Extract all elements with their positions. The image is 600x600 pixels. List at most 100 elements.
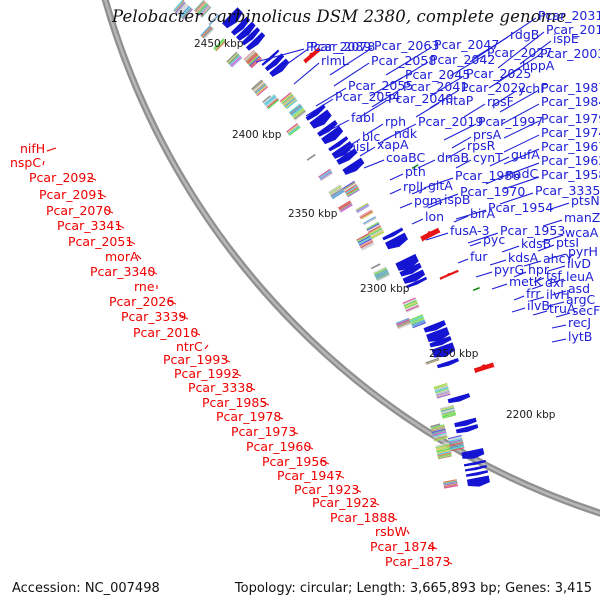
gene-label-Pcar_2010[interactable]: Pcar_2010 — [133, 325, 199, 340]
gene-label-Pcar_2003[interactable]: Pcar_2003 — [540, 46, 600, 61]
gene-label-Pcar_1954[interactable]: Pcar_1954 — [488, 200, 554, 215]
gene-label-metK[interactable]: metK — [509, 274, 542, 289]
gene-label-rpsR[interactable]: rpsR — [467, 138, 496, 153]
gene-label-Pcar_3340[interactable]: Pcar_3340 — [90, 264, 156, 279]
gene-label-Pcar_1979[interactable]: Pcar_1979 — [541, 111, 600, 126]
gene-label-Pcar_3341[interactable]: Pcar_3341 — [57, 218, 123, 233]
gene-label-kdsA[interactable]: kdsA — [508, 250, 539, 265]
gene-label-Pcar_1888[interactable]: Pcar_1888 — [330, 510, 396, 525]
gene-label-Pcar_2051[interactable]: Pcar_2051 — [68, 234, 134, 249]
gene-label-gltA[interactable]: gltA — [428, 178, 453, 193]
gene-label-rpsF[interactable]: rpsF — [487, 94, 514, 109]
gene-label-fur[interactable]: fur — [470, 249, 488, 264]
gene-label-Pcar_2047[interactable]: Pcar_2047 — [434, 37, 500, 52]
gene-label-ispE[interactable]: ispE — [553, 31, 579, 46]
gene-label-fabI[interactable]: fabI — [351, 110, 375, 125]
gene-label-Pcar_1985[interactable]: Pcar_1985 — [202, 395, 268, 410]
gene-label-truA[interactable]: truA — [549, 301, 576, 316]
gene-label-ilvD[interactable]: ilvD — [567, 256, 591, 271]
gene-label-ilvH[interactable]: ilvH — [546, 287, 570, 302]
gene-label-Pcar_1947[interactable]: Pcar_1947 — [277, 468, 343, 483]
gene-label-ychF[interactable]: ychF — [518, 81, 548, 96]
gene-label-nspC[interactable]: nspC — [10, 155, 42, 170]
gene-label-ilvB[interactable]: ilvB — [527, 298, 550, 313]
gene-label-Pcar_1958[interactable]: Pcar_1958 — [541, 167, 600, 182]
gene-label-pyrG[interactable]: pyrG — [494, 262, 525, 277]
gene-label-Pcar_2058[interactable]: Pcar_2058 — [371, 53, 437, 68]
gene-label-Pcar_1984[interactable]: Pcar_1984 — [541, 94, 600, 109]
gene-label-Pcar_1993[interactable]: Pcar_1993 — [163, 352, 229, 367]
gene-label-Pcar_2092[interactable]: Pcar_2092 — [29, 170, 95, 185]
gene-label-pyrH[interactable]: pyrH — [568, 244, 598, 259]
gene-label-Pcar_1923[interactable]: Pcar_1923 — [294, 482, 360, 497]
gene-label-fusA-3[interactable]: fusA-3 — [450, 223, 490, 238]
gene-label-leuA[interactable]: leuA — [566, 269, 594, 284]
gene-label-wcaA[interactable]: wcaA — [565, 225, 599, 240]
gene-label-lon[interactable]: lon — [425, 209, 445, 224]
gene-label-mtaP[interactable]: mtaP — [441, 93, 474, 108]
gene-label-Pcar_1956[interactable]: Pcar_1956 — [262, 454, 328, 469]
gene-label-frr[interactable]: frr — [526, 286, 541, 301]
gene-label-pth[interactable]: pth — [405, 164, 426, 179]
gene-label-rdgB[interactable]: rdgB — [510, 27, 540, 42]
gene-label-Pcar_1992[interactable]: Pcar_1992 — [174, 366, 240, 381]
gene-label-morA[interactable]: morA — [105, 249, 139, 264]
gene-label-Pcar_1960[interactable]: Pcar_1960 — [246, 439, 312, 454]
gene-label-hisI[interactable]: hisI — [348, 139, 370, 154]
gene-label-Pcar_1978[interactable]: Pcar_1978 — [216, 409, 282, 424]
gene-label-pyc[interactable]: pyc — [483, 232, 506, 247]
gene-label-hppA[interactable]: hppA — [522, 58, 555, 73]
gene-label-ptsI[interactable]: ptsI — [556, 235, 580, 250]
gene-label-Pcar_1973[interactable]: Pcar_1973 — [231, 424, 297, 439]
gene-label-blc[interactable]: blc — [362, 129, 381, 144]
gene-label-Pcar_3339[interactable]: Pcar_3339 — [121, 309, 187, 324]
gene-label-lytB[interactable]: lytB — [568, 329, 593, 344]
gene-label-Pcar_1922[interactable]: Pcar_1922 — [312, 495, 378, 510]
gene-label-coaBC[interactable]: coaBC — [386, 150, 426, 165]
gene-label-hpr[interactable]: hpr — [528, 262, 549, 277]
gene-label-Pcar_1987[interactable]: Pcar_1987 — [541, 80, 600, 95]
gene-label-Pcar_2040[interactable]: Pcar_2040 — [388, 91, 454, 106]
gene-label-Pcar_1962[interactable]: Pcar_1962 — [541, 153, 600, 168]
gene-label-Pcar_2045[interactable]: Pcar_2045 — [405, 67, 471, 82]
gene-label-Pcar_2070[interactable]: Pcar_2070 — [46, 203, 112, 218]
gene-label-nifH[interactable]: nifH — [20, 141, 46, 156]
gene-label-Pcar_2025[interactable]: Pcar_2025 — [466, 66, 532, 81]
gene-label-ptsN[interactable]: ptsN — [571, 193, 600, 208]
gene-label-Pcar_1997[interactable]: Pcar_1997 — [478, 114, 544, 129]
gene-label-Pcar_1970[interactable]: Pcar_1970 — [460, 184, 526, 199]
gene-label-Pcar_3338[interactable]: Pcar_3338 — [188, 380, 254, 395]
gene-label-ndk[interactable]: ndk — [394, 126, 418, 141]
gene-label-kdsB[interactable]: kdsB — [521, 236, 552, 251]
gene-label-pgm[interactable]: pgm — [414, 193, 443, 208]
gene-label-asd[interactable]: asd — [568, 281, 591, 296]
gene-label-rsbW[interactable]: rsbW — [375, 524, 407, 539]
gene-label-prsA[interactable]: prsA — [473, 127, 502, 142]
gene-label-Pcar_2027[interactable]: Pcar_2027 — [487, 45, 553, 60]
gene-label-Pcar_2089[interactable]: Pcar_2089 — [306, 39, 372, 54]
gene-label-cynT[interactable]: cynT — [473, 150, 503, 165]
gene-label-Pcar_2078[interactable]: Pcar_2078 — [310, 39, 376, 54]
gene-label-rne[interactable]: rne — [134, 279, 155, 294]
gene-label-nadC[interactable]: nadC — [506, 166, 539, 181]
gene-label-Pcar_2041[interactable]: Pcar_2041 — [403, 79, 469, 94]
gene-label-manZ[interactable]: manZ — [564, 210, 600, 225]
gene-label-secF[interactable]: secF — [572, 303, 600, 318]
gene-label-rlmL[interactable]: rlmL — [321, 53, 349, 68]
gene-label-Pcar_1953[interactable]: Pcar_1953 — [500, 223, 566, 238]
gene-label-gufA[interactable]: gufA — [511, 147, 540, 162]
gene-label-Pcar_2042[interactable]: Pcar_2042 — [430, 52, 496, 67]
gene-label-Pcar_1874[interactable]: Pcar_1874 — [370, 539, 436, 554]
gene-label-Pcar_1986[interactable]: Pcar_1986 — [455, 168, 521, 183]
gene-label-birA[interactable]: birA — [470, 206, 496, 221]
gene-label-dnaB[interactable]: dnaB — [437, 150, 470, 165]
gene-label-Pcar_2019[interactable]: Pcar_2019 — [418, 114, 484, 129]
gene-label-ahcY[interactable]: ahcY — [543, 251, 574, 266]
gene-label-Pcar_1873[interactable]: Pcar_1873 — [385, 554, 451, 569]
gene-label-ntrC[interactable]: ntrC — [176, 339, 203, 354]
gene-label-Pcar_2015[interactable]: Pcar_2015 — [546, 22, 600, 37]
gene-label-Pcar_1974[interactable]: Pcar_1974 — [541, 125, 600, 140]
gene-label-Pcar_3335[interactable]: Pcar_3335 — [535, 183, 600, 198]
gene-label-Pcar_2022[interactable]: Pcar_2022 — [461, 80, 527, 95]
gene-label-xapA[interactable]: xapA — [377, 137, 409, 152]
